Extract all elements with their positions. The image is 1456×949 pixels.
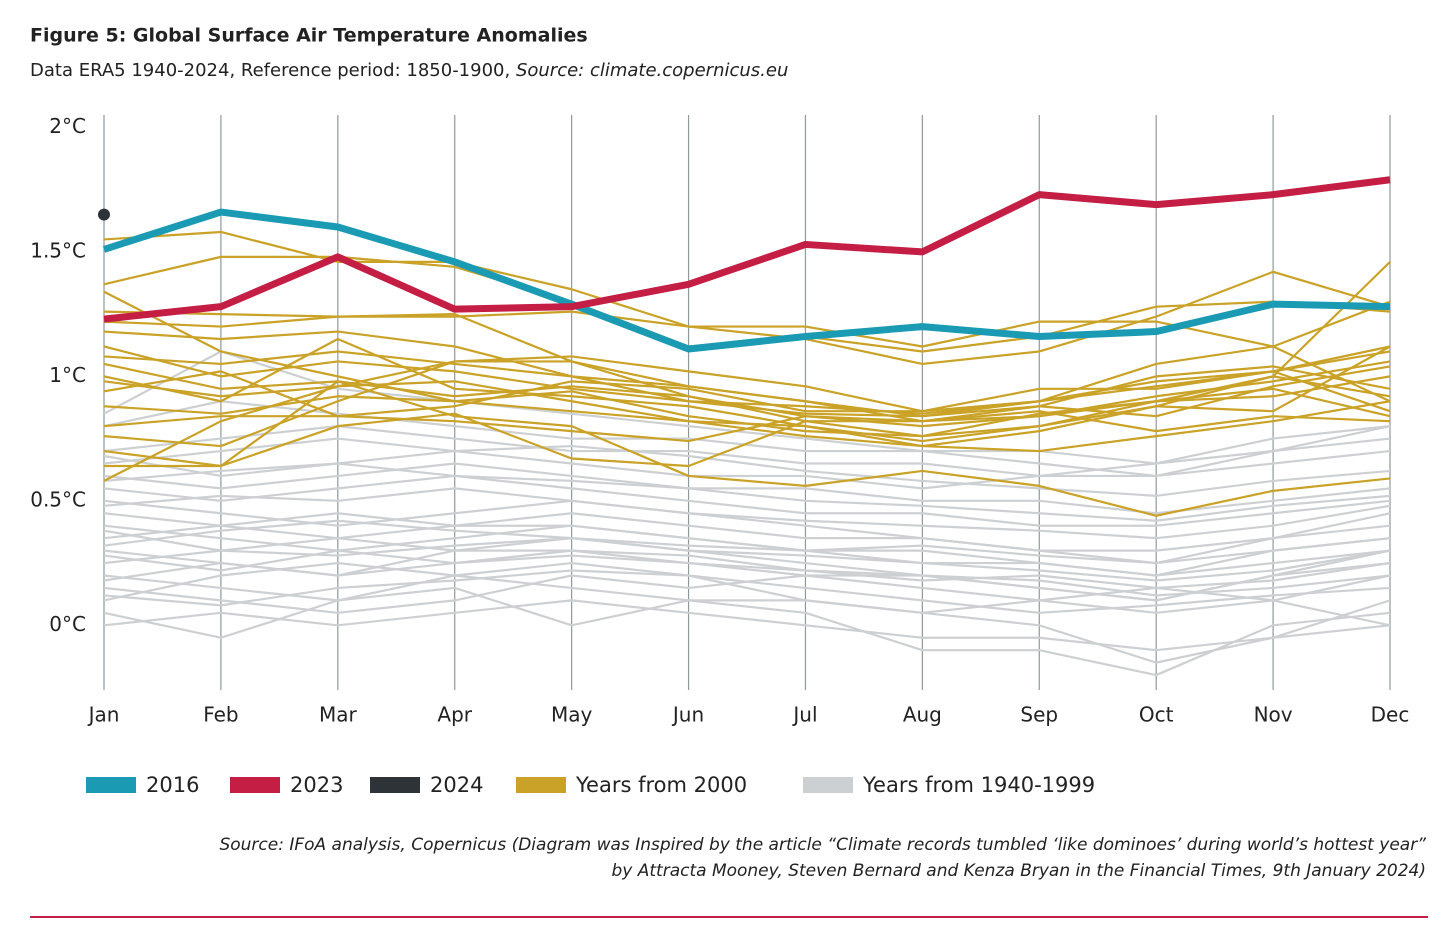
y-tick-label: 2°C [49,114,86,138]
legend-label: Years from 2000 [575,773,747,797]
chart-subtitle: Data ERA5 1940-2024, Reference period: 1… [30,60,788,81]
legend-swatch [516,777,566,793]
group-line [103,561,1391,664]
x-tick-label: May [551,703,593,727]
legend-swatch [370,777,420,793]
y-tick-label: 0°C [49,612,86,636]
subtitle-source: Source: climate.copernicus.eu [516,60,788,81]
group-line [103,599,1391,652]
source-note: by Attracta Mooney, Steven Bernard and K… [611,861,1426,881]
y-tick-label: 0.5°C [30,487,86,511]
group-line [103,330,1391,418]
group-line [103,410,1391,468]
x-tick-label: Feb [203,703,238,727]
x-tick-label: Apr [437,703,472,727]
group-line [103,350,1391,448]
legend-label: 2016 [146,773,199,797]
group-line [103,345,1391,415]
legend-swatch [803,777,853,793]
group-line [103,487,1391,540]
legend-label: 2024 [430,773,483,797]
legend-swatch [86,777,136,793]
group-line [103,437,1391,490]
group-line [103,529,1391,582]
group-line [103,499,1391,552]
legend-label: Years from 1940-1999 [862,773,1095,797]
group-line [104,380,1391,517]
group-line [103,360,1391,428]
group-line [103,519,1391,565]
series-line-point [98,208,110,221]
group-line [103,350,1391,423]
group-line [103,554,1391,597]
group-line [103,270,1391,366]
group-line [103,380,1391,482]
group-line [103,561,1391,627]
group-line [103,512,1391,577]
group-line [103,569,1391,614]
group-line [103,400,1391,478]
group-line [103,474,1391,527]
legend-swatch [230,777,280,793]
x-tick-label: Jan [87,703,120,727]
y-tick-label: 1.5°C [30,238,86,262]
x-tick-label: Mar [319,703,358,727]
x-tick-label: Jul [791,703,817,727]
y-tick-label: 1°C [49,363,86,387]
x-tick-label: Dec [1371,703,1410,727]
group-line [103,537,1391,602]
group-line [103,444,1391,497]
chart-title: Figure 5: Global Surface Air Temperature… [30,25,588,47]
x-tick-label: Jun [671,703,704,727]
group-line [103,425,1391,478]
subtitle-text: Data ERA5 1940-2024, Reference period: 1… [30,60,516,81]
x-tick-label: Aug [903,703,942,727]
group-line [103,512,1391,565]
series-line [102,208,1391,353]
legend-label: 2023 [290,773,343,797]
source-note: Source: IFoA analysis, Copernicus (Diagr… [219,835,1426,855]
x-tick-label: Sep [1020,703,1058,727]
group-line [103,337,1391,448]
group-line [103,586,1391,677]
x-tick-label: Nov [1254,703,1293,727]
series-line [103,176,1391,323]
group-line [103,360,1391,438]
x-tick-label: Oct [1139,703,1174,727]
